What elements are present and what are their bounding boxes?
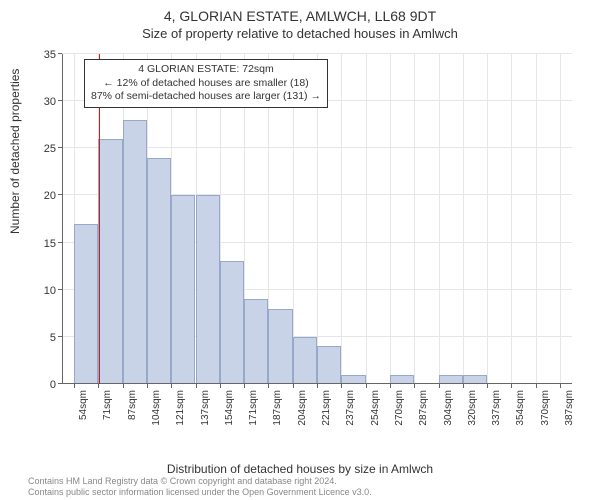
x-tick-mark [220, 384, 221, 388]
x-tick-mark [123, 384, 124, 388]
x-tick-mark [147, 384, 148, 388]
x-tick-mark [268, 384, 269, 388]
histogram-bar [268, 309, 292, 384]
histogram-bar [74, 224, 98, 384]
histogram-bar [147, 158, 171, 384]
grid-line [341, 54, 342, 384]
y-tick-label: 30 [26, 96, 56, 108]
x-tick-label: 187sqm [272, 390, 283, 434]
y-tick-label: 35 [26, 49, 56, 61]
x-tick-label: 354sqm [515, 390, 526, 434]
histogram-bar [123, 120, 147, 384]
histogram-bar [244, 299, 268, 384]
footer-line1: Contains HM Land Registry data © Crown c… [28, 476, 372, 487]
x-tick-label: 337sqm [491, 390, 502, 434]
y-axis-label: Number of detached properties [8, 69, 22, 234]
x-tick-label: 287sqm [418, 390, 429, 434]
x-tick-label: 237sqm [345, 390, 356, 434]
x-axis-line [62, 383, 572, 384]
y-tick-label: 10 [26, 285, 56, 297]
histogram-bar [293, 337, 317, 384]
x-tick-label: 320sqm [467, 390, 478, 434]
x-tick-mark [196, 384, 197, 388]
annotation-box: 4 GLORIAN ESTATE: 72sqm ← 12% of detache… [84, 59, 328, 108]
x-tick-mark [244, 384, 245, 388]
x-tick-mark [511, 384, 512, 388]
histogram-bar [220, 261, 244, 384]
grid-line [560, 54, 561, 384]
x-tick-label: 54sqm [78, 390, 89, 434]
y-tick-label: 25 [26, 143, 56, 155]
annotation-line3: 87% of semi-detached houses are larger (… [91, 90, 321, 104]
histogram-bar [171, 195, 195, 384]
x-tick-mark [98, 384, 99, 388]
y-tick-label: 15 [26, 238, 56, 250]
x-tick-mark [74, 384, 75, 388]
x-tick-label: 204sqm [297, 390, 308, 434]
x-tick-mark [341, 384, 342, 388]
grid-line [390, 54, 391, 384]
x-tick-mark [366, 384, 367, 388]
y-tick-label: 0 [26, 379, 56, 391]
chart-container: 4, GLORIAN ESTATE, AMLWCH, LL68 9DT Size… [0, 0, 600, 500]
x-tick-label: 304sqm [443, 390, 454, 434]
x-tick-mark [171, 384, 172, 388]
x-tick-mark [536, 384, 537, 388]
x-tick-label: 71sqm [102, 390, 113, 434]
x-tick-mark [293, 384, 294, 388]
x-tick-label: 154sqm [224, 390, 235, 434]
x-tick-label: 254sqm [370, 390, 381, 434]
x-tick-label: 270sqm [394, 390, 405, 434]
x-tick-mark [390, 384, 391, 388]
x-tick-mark [463, 384, 464, 388]
x-axis-label: Distribution of detached houses by size … [0, 462, 600, 476]
annotation-line1: 4 GLORIAN ESTATE: 72sqm [91, 63, 321, 77]
x-tick-mark [317, 384, 318, 388]
x-tick-label: 87sqm [127, 390, 138, 434]
x-tick-label: 137sqm [200, 390, 211, 434]
y-axis-line [62, 54, 63, 384]
chart-title-address: 4, GLORIAN ESTATE, AMLWCH, LL68 9DT [0, 0, 600, 24]
x-tick-label: 104sqm [151, 390, 162, 434]
y-tick-label: 20 [26, 190, 56, 202]
footer-line2: Contains public sector information licen… [28, 487, 372, 498]
grid-line [536, 54, 537, 384]
grid-line [414, 54, 415, 384]
grid-line [463, 54, 464, 384]
histogram-bar [317, 346, 341, 384]
x-tick-label: 171sqm [248, 390, 259, 434]
grid-line [439, 54, 440, 384]
chart-subtitle: Size of property relative to detached ho… [0, 24, 600, 41]
x-tick-label: 370sqm [540, 390, 551, 434]
x-tick-label: 387sqm [564, 390, 575, 434]
chart-area: 0510152025303554sqm71sqm87sqm104sqm121sq… [62, 54, 572, 414]
x-tick-mark [560, 384, 561, 388]
annotation-line2: ← 12% of detached houses are smaller (18… [91, 77, 321, 91]
x-tick-label: 221sqm [321, 390, 332, 434]
histogram-bar [196, 195, 220, 384]
x-tick-label: 121sqm [175, 390, 186, 434]
grid-line [487, 54, 488, 384]
grid-line [366, 54, 367, 384]
plot-region: 0510152025303554sqm71sqm87sqm104sqm121sq… [62, 54, 572, 414]
x-tick-mark [439, 384, 440, 388]
x-tick-mark [487, 384, 488, 388]
x-tick-mark [414, 384, 415, 388]
y-tick-label: 5 [26, 332, 56, 344]
histogram-bar [98, 139, 122, 384]
footer: Contains HM Land Registry data © Crown c… [28, 476, 372, 498]
grid-line [511, 54, 512, 384]
